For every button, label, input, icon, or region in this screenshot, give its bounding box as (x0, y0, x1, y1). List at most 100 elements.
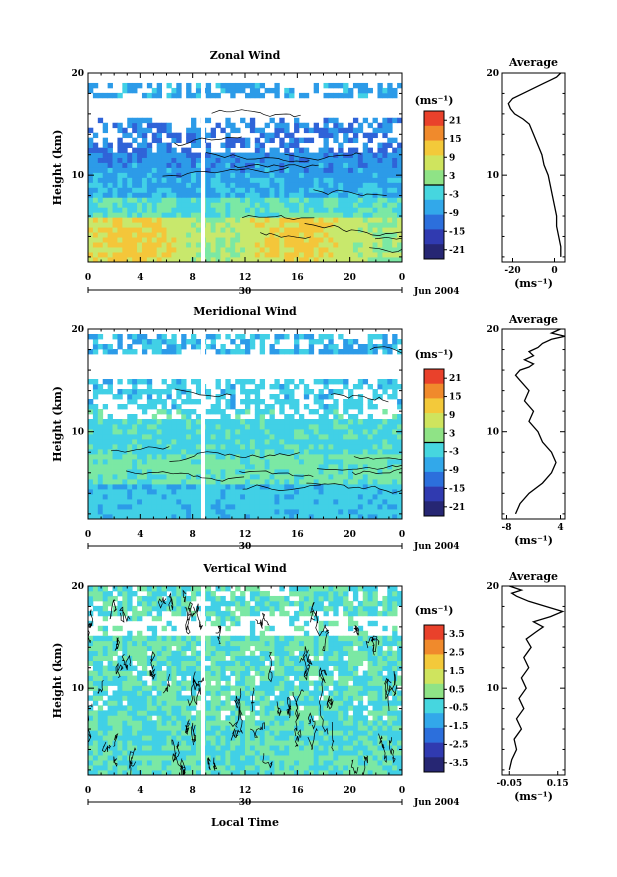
heatmap-cell (353, 182, 358, 187)
heatmap-cell (235, 207, 240, 212)
heatmap-cell (324, 735, 329, 740)
heatmap-cell (338, 444, 343, 449)
heatmap-cell (206, 118, 211, 123)
heatmap-cell (137, 454, 142, 459)
heatmap-cell (260, 187, 265, 192)
heatmap-cell (216, 459, 221, 464)
heatmap-cell (294, 419, 299, 424)
heatmap-cell (377, 222, 382, 227)
heatmap-cell (328, 454, 333, 459)
heatmap-cell (113, 715, 118, 720)
heatmap-cell (363, 685, 368, 690)
heatmap-cell (127, 414, 132, 419)
heatmap-cell (152, 123, 157, 128)
heatmap-cell (274, 434, 279, 439)
heatmap-cell (373, 760, 378, 765)
heatmap-cell (255, 439, 260, 444)
heatmap-cell (338, 750, 343, 755)
heatmap-cell (132, 177, 137, 182)
heatmap-cell (108, 192, 113, 197)
heatmap-cell (387, 459, 392, 464)
heatmap-cell (299, 499, 304, 504)
heatmap-cell (392, 192, 397, 197)
heatmap-cell (353, 414, 358, 419)
heatmap-cell (157, 725, 162, 730)
heatmap-cell (324, 414, 329, 419)
heatmap-cell (98, 419, 103, 424)
heatmap-cell (88, 217, 93, 222)
heatmap-cell (348, 725, 353, 730)
heatmap-cell (230, 715, 235, 720)
heatmap-cell (255, 207, 260, 212)
heatmap-cell (338, 192, 343, 197)
heatmap-cell (142, 222, 147, 227)
heatmap-cell (103, 765, 108, 770)
heatmap-cell (333, 212, 338, 217)
heatmap-cell (162, 163, 167, 168)
heatmap-cell (127, 217, 132, 222)
heatmap-cell (299, 379, 304, 384)
heatmap-cell (377, 705, 382, 710)
heatmap-cell (274, 128, 279, 133)
heatmap-cell (245, 168, 250, 173)
heatmap-cell (211, 489, 216, 494)
heatmap-cell (245, 765, 250, 770)
heatmap-cell (373, 153, 378, 158)
heatmap-cell (250, 207, 255, 212)
heatmap-cell (162, 434, 167, 439)
heatmap-cell (343, 237, 348, 242)
heatmap-cell (373, 163, 378, 168)
heatmap-cell (319, 394, 324, 399)
heatmap-cell (250, 676, 255, 681)
heatmap-cell (358, 499, 363, 504)
heatmap-cell (245, 676, 250, 681)
average-x-label: (ms⁻¹) (514, 277, 553, 290)
heatmap-cell (162, 182, 167, 187)
heatmap-cell (117, 750, 122, 755)
heatmap-cell (225, 509, 230, 514)
heatmap-cell (343, 349, 348, 354)
heatmap-cell (284, 394, 289, 399)
heatmap-cell (343, 740, 348, 745)
heatmap-cell (368, 444, 373, 449)
heatmap-cell (260, 489, 265, 494)
heatmap-cell (319, 217, 324, 222)
heatmap-cell (88, 88, 93, 93)
heatmap-cell (98, 344, 103, 349)
heatmap-cell (206, 197, 211, 202)
heatmap-cell (299, 494, 304, 499)
heatmap-cell (162, 192, 167, 197)
heatmap-cell (363, 439, 368, 444)
heatmap-cell (88, 494, 93, 499)
heatmap-cell (348, 389, 353, 394)
heatmap-cell (338, 700, 343, 705)
heatmap-cell (88, 83, 93, 88)
heatmap-cell (392, 379, 397, 384)
x-tick-label: 20 (343, 273, 356, 283)
heatmap-cell (93, 730, 98, 735)
heatmap-cell (186, 760, 191, 765)
heatmap-cell (117, 735, 122, 740)
heatmap-cell (240, 222, 245, 227)
heatmap-cell (274, 464, 279, 469)
heatmap-cell (338, 424, 343, 429)
heatmap-cell (387, 499, 392, 504)
heatmap-cell (88, 725, 93, 730)
heatmap-cell (171, 379, 176, 384)
heatmap-cell (127, 439, 132, 444)
heatmap-cell (225, 118, 230, 123)
heatmap-cell (289, 509, 294, 514)
heatmap-cell (88, 681, 93, 686)
heatmap-cell (88, 484, 93, 489)
heatmap-cell (324, 133, 329, 138)
heatmap-cell (255, 187, 260, 192)
heatmap-cell (392, 177, 397, 182)
heatmap-cell (324, 212, 329, 217)
heatmap-cell (265, 153, 270, 158)
heatmap-cell (299, 172, 304, 177)
heatmap-cell (382, 133, 387, 138)
heatmap-cell (93, 695, 98, 700)
heatmap-cell (333, 177, 338, 182)
heatmap-cell (363, 202, 368, 207)
heatmap-cell (328, 389, 333, 394)
